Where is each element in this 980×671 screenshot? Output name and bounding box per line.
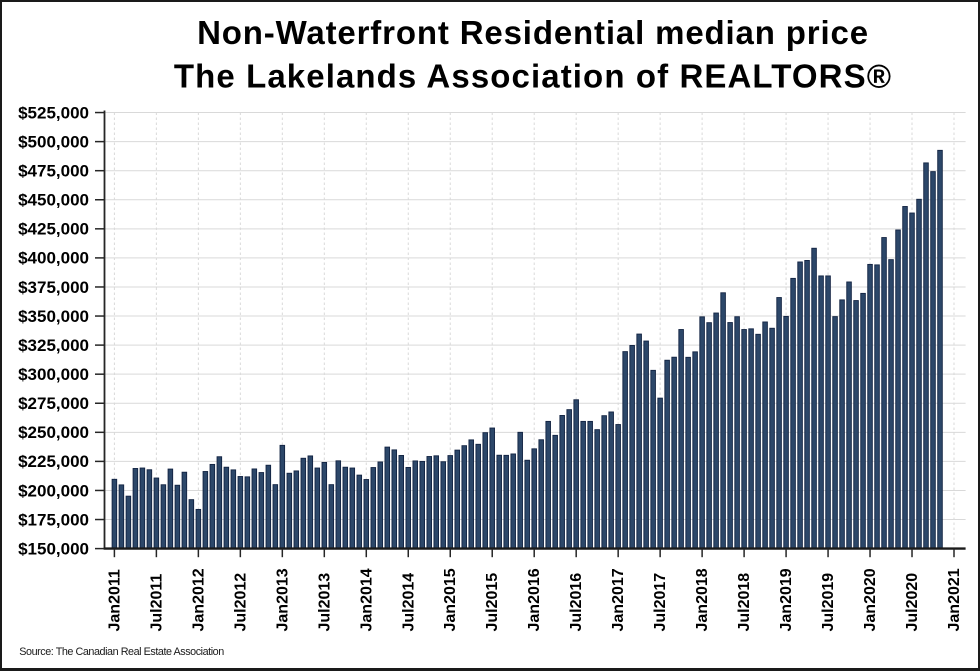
svg-text:Jan2013: Jan2013 <box>274 568 291 631</box>
svg-text:$150,000: $150,000 <box>18 539 89 558</box>
svg-text:$250,000: $250,000 <box>18 423 89 442</box>
svg-text:Jul2019: Jul2019 <box>820 573 837 632</box>
svg-text:$225,000: $225,000 <box>18 452 89 471</box>
svg-text:Non-Waterfront Residential med: Non-Waterfront Residential median price <box>197 14 869 51</box>
svg-text:$375,000: $375,000 <box>18 278 89 297</box>
svg-text:Jan2017: Jan2017 <box>610 568 627 631</box>
svg-text:Jul2014: Jul2014 <box>400 573 417 632</box>
svg-text:$275,000: $275,000 <box>18 394 89 413</box>
svg-text:Jul2016: Jul2016 <box>568 573 585 632</box>
svg-text:Jul2013: Jul2013 <box>316 573 333 632</box>
svg-text:$325,000: $325,000 <box>18 336 89 355</box>
svg-text:$500,000: $500,000 <box>18 132 89 151</box>
svg-text:Jul2017: Jul2017 <box>652 573 669 632</box>
svg-text:Jul2011: Jul2011 <box>148 574 165 632</box>
svg-text:Jan2021: Jan2021 <box>946 568 963 631</box>
svg-text:Jul2020: Jul2020 <box>904 573 921 632</box>
svg-text:The Lakelands Association of R: The Lakelands Association of REALTORS® <box>174 58 892 95</box>
svg-text:Jul2018: Jul2018 <box>736 573 753 632</box>
svg-text:$350,000: $350,000 <box>18 307 89 326</box>
svg-text:$175,000: $175,000 <box>18 510 89 529</box>
svg-text:Jan2018: Jan2018 <box>694 568 711 631</box>
svg-text:$400,000: $400,000 <box>18 249 89 268</box>
svg-text:$525,000: $525,000 <box>18 103 89 122</box>
svg-text:$200,000: $200,000 <box>18 481 89 500</box>
svg-text:$475,000: $475,000 <box>18 161 89 180</box>
svg-text:Jan2016: Jan2016 <box>526 568 543 631</box>
svg-text:Jan2015: Jan2015 <box>442 568 459 631</box>
svg-text:Jan2014: Jan2014 <box>358 568 375 631</box>
svg-text:Jan2020: Jan2020 <box>862 568 879 631</box>
svg-text:Source: The Canadian Real Esta: Source: The Canadian Real Estate Associa… <box>19 646 224 658</box>
svg-text:Jan2019: Jan2019 <box>778 568 795 631</box>
svg-text:Jul2012: Jul2012 <box>232 573 249 632</box>
svg-text:$300,000: $300,000 <box>18 365 89 384</box>
svg-text:Jan2012: Jan2012 <box>190 568 207 631</box>
svg-text:$425,000: $425,000 <box>18 220 89 239</box>
svg-text:Jul2015: Jul2015 <box>484 573 501 632</box>
svg-text:Jan2011: Jan2011 <box>106 569 123 631</box>
svg-text:$450,000: $450,000 <box>18 191 89 210</box>
